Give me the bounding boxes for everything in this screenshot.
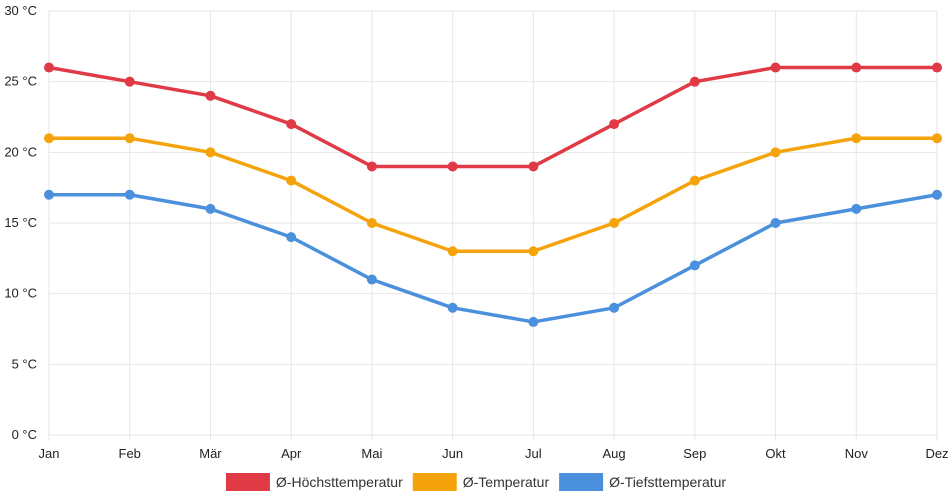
y-tick-label: 20 °C xyxy=(4,144,37,159)
x-tick-label: Mär xyxy=(199,446,222,461)
series-0 xyxy=(44,62,942,172)
data-point xyxy=(205,90,216,101)
series xyxy=(44,62,942,327)
x-tick-label: Apr xyxy=(281,446,302,461)
data-point xyxy=(286,175,297,186)
data-point xyxy=(366,161,377,172)
data-point xyxy=(528,246,539,257)
x-tick-label: Aug xyxy=(603,446,626,461)
data-point xyxy=(286,232,297,243)
data-point xyxy=(932,189,942,200)
legend-swatch[interactable] xyxy=(412,473,457,491)
data-point xyxy=(366,274,377,285)
y-tick-label: 10 °C xyxy=(4,286,37,301)
data-point xyxy=(609,119,620,130)
legend-label[interactable]: Ø-Höchsttemperatur xyxy=(276,474,403,490)
legend-swatch[interactable] xyxy=(225,473,270,491)
data-point xyxy=(689,76,700,87)
data-point xyxy=(528,316,539,327)
data-point xyxy=(44,62,54,73)
x-tick-label: Jun xyxy=(442,446,463,461)
data-point xyxy=(851,203,862,214)
data-point xyxy=(205,147,216,158)
data-point xyxy=(609,218,620,228)
data-point xyxy=(44,189,54,200)
x-tick-label: Jul xyxy=(525,446,542,461)
data-point xyxy=(528,161,539,172)
y-tick-label: 15 °C xyxy=(4,215,37,230)
data-point xyxy=(770,218,781,228)
data-point xyxy=(205,203,216,214)
y-tick-label: 30 °C xyxy=(4,3,37,18)
grid xyxy=(48,10,938,441)
y-tick-label: 25 °C xyxy=(4,74,37,89)
series-line xyxy=(47,136,939,254)
data-point xyxy=(447,246,458,257)
legend-label[interactable]: Ø-Tiefsttemperatur xyxy=(609,474,726,490)
x-tick-label: Okt xyxy=(765,446,786,461)
data-point xyxy=(932,62,942,73)
data-point xyxy=(770,62,781,73)
data-point xyxy=(44,133,54,144)
x-tick-label: Feb xyxy=(119,446,141,461)
data-point xyxy=(124,76,135,87)
data-point xyxy=(366,218,377,228)
data-point xyxy=(851,133,862,144)
legend[interactable]: Ø-Höchsttemperatur Ø-Temperatur Ø-Tiefstte… xyxy=(225,473,726,491)
data-point xyxy=(851,62,862,73)
data-point xyxy=(447,161,458,172)
y-tick-label: 0 °C xyxy=(12,427,37,442)
legend-swatch[interactable] xyxy=(559,473,604,491)
data-point xyxy=(124,133,135,144)
data-point xyxy=(447,302,458,313)
axes: 0 °C 5 °C 10 °C 15 °C 20 °C 25 °C 30 °C Jan Feb M… xyxy=(4,3,948,461)
series-2 xyxy=(44,189,942,327)
data-point xyxy=(609,302,620,313)
data-point xyxy=(770,147,781,158)
data-point xyxy=(689,260,700,271)
data-point xyxy=(689,175,700,186)
x-tick-label: Mai xyxy=(361,446,382,461)
series-line xyxy=(47,65,939,169)
series-1 xyxy=(44,133,942,257)
data-point xyxy=(932,133,942,144)
x-tick-label: Jan xyxy=(39,446,60,461)
x-tick-label: Nov xyxy=(845,446,869,461)
data-point xyxy=(286,119,297,130)
x-tick-label: Sep xyxy=(683,446,706,461)
x-tick-label: Dez xyxy=(925,446,948,461)
legend-label[interactable]: Ø-Temperatur xyxy=(463,474,550,490)
y-tick-label: 5 °C xyxy=(12,356,37,371)
series-line xyxy=(47,192,939,324)
data-point xyxy=(124,189,135,200)
